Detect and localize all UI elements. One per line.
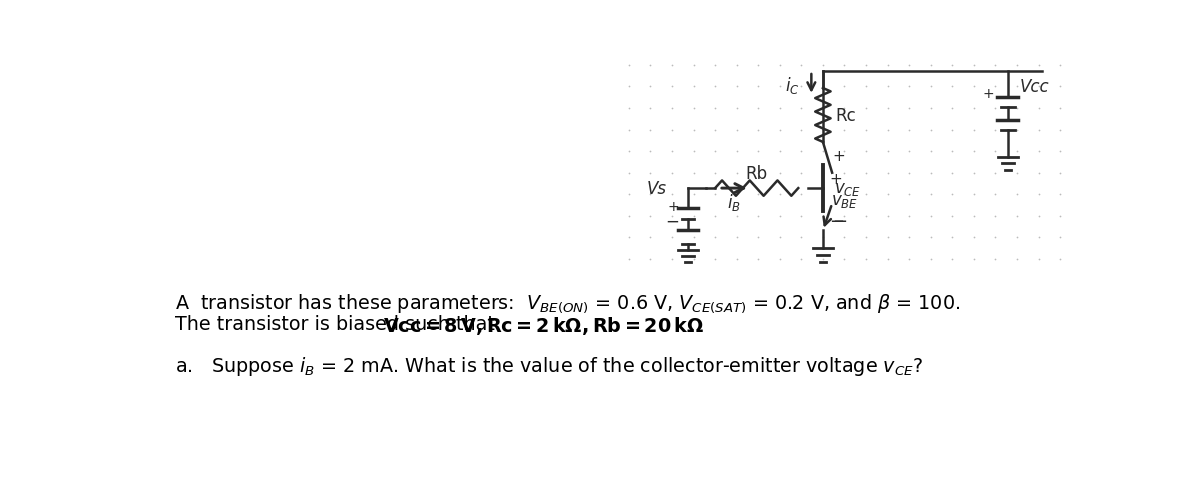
Text: Vcc: Vcc	[1019, 78, 1049, 96]
Text: −: −	[832, 213, 847, 231]
Text: −: −	[665, 212, 679, 230]
Text: $i_C$: $i_C$	[785, 75, 800, 95]
Text: $v_{BE}$: $v_{BE}$	[830, 192, 858, 210]
Text: The transistor is biased such that: The transistor is biased such that	[174, 314, 500, 333]
Text: +: +	[667, 199, 679, 213]
Text: $v_{CE}$: $v_{CE}$	[834, 180, 860, 197]
Text: $\mathbf{Vcc = 8\,V, Rc = 2\,k\Omega, Rb = 20\,k\Omega}$: $\mathbf{Vcc = 8\,V, Rc = 2\,k\Omega, Rb…	[383, 314, 704, 336]
Text: −: −	[829, 213, 844, 231]
Text: a.   Suppose $i_B$ = 2 mA. What is the value of the collector-emitter voltage $v: a. Suppose $i_B$ = 2 mA. What is the val…	[174, 354, 923, 377]
Text: +: +	[832, 149, 845, 164]
Text: +: +	[829, 172, 842, 187]
Text: +: +	[983, 87, 995, 101]
Text: $i_B$: $i_B$	[727, 192, 742, 213]
Text: Vs: Vs	[647, 180, 666, 197]
Text: Rb: Rb	[745, 165, 768, 182]
Text: Rc: Rc	[835, 107, 856, 125]
Text: A  transistor has these parameters:  $V_{BE(ON)}$ = 0.6 V, $V_{CE(SAT)}$ = 0.2 V: A transistor has these parameters: $V_{B…	[174, 292, 960, 315]
